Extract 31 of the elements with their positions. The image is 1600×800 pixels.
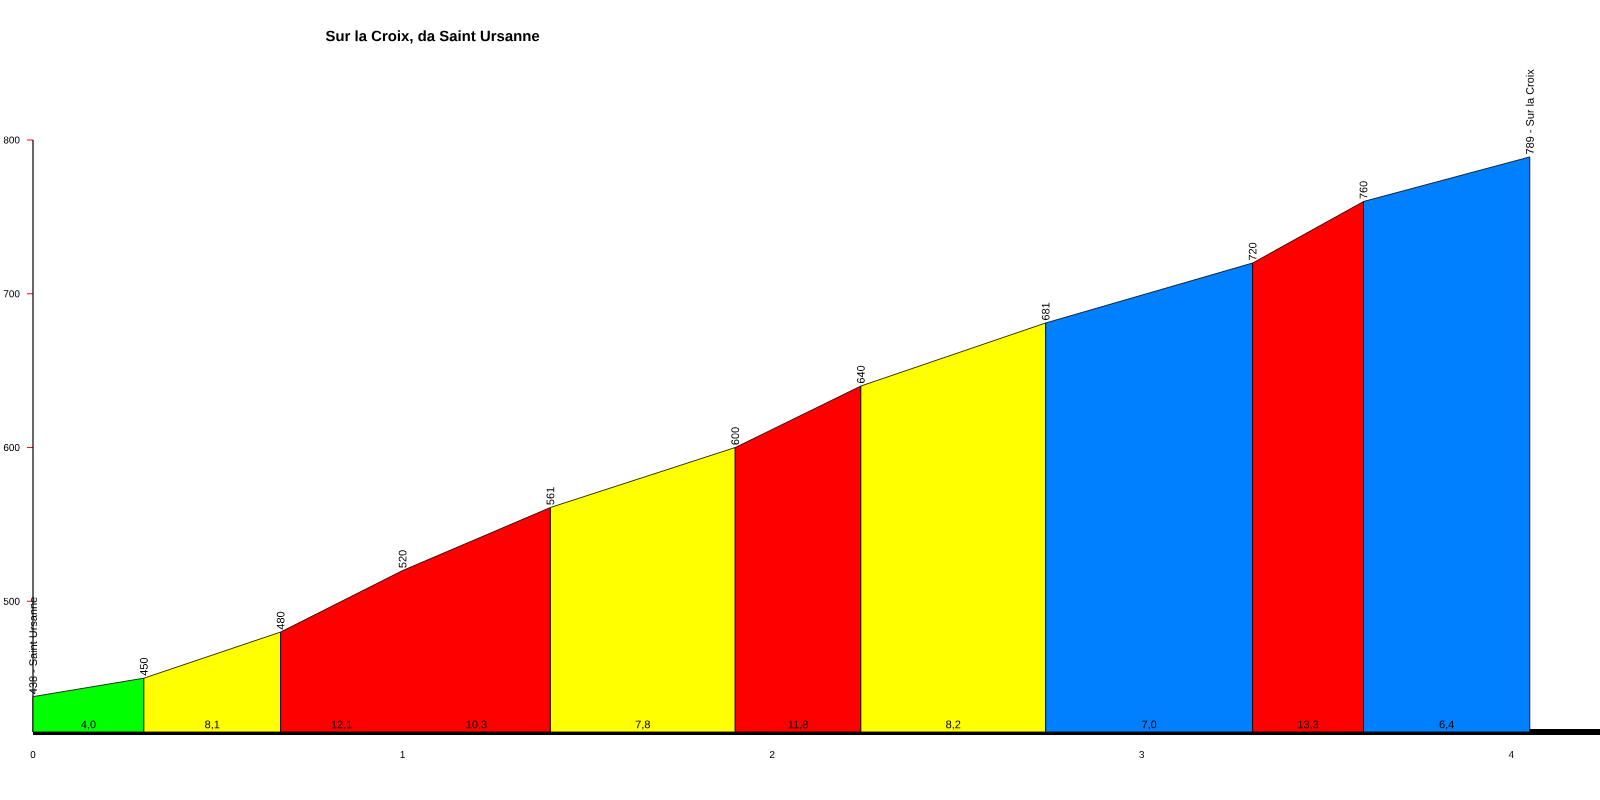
annotation: 11,8 bbox=[788, 720, 808, 730]
annotation: 789 - Sur la Croix bbox=[1525, 69, 1534, 154]
annotation: 760 bbox=[1359, 181, 1368, 199]
annotation: 12,1 bbox=[331, 720, 352, 730]
annotation: 4,0 bbox=[81, 720, 96, 730]
x-tick-label: 2 bbox=[769, 751, 775, 758]
annotation: 7,8 bbox=[635, 720, 650, 730]
x-tick-label: 3 bbox=[1139, 751, 1145, 759]
x-tick-label: 4 bbox=[1508, 751, 1514, 758]
annotation: 438 - Saint Ursanne bbox=[28, 597, 38, 694]
x-tick-label: 0 bbox=[30, 751, 36, 759]
annotation: 8,2 bbox=[946, 720, 961, 730]
y-tick-label: 600 bbox=[3, 443, 20, 452]
annotation: 520 bbox=[398, 550, 407, 568]
annotation: 10,3 bbox=[466, 720, 487, 730]
annotation: 681 bbox=[1041, 302, 1050, 321]
x-tick-label: 1 bbox=[400, 751, 405, 758]
chart-title: Sur la Croix, da Saint Ursanne bbox=[325, 30, 540, 44]
annotation: 720 bbox=[1248, 242, 1257, 261]
annotation: 8,1 bbox=[205, 720, 220, 730]
annotation: 7,0 bbox=[1142, 720, 1157, 730]
y-tick-label: 500 bbox=[3, 597, 20, 605]
y-tick-label: 700 bbox=[3, 290, 20, 298]
annotation: 600 bbox=[731, 427, 740, 445]
annotation: 13,3 bbox=[1298, 720, 1319, 730]
annotation: 6,4 bbox=[1439, 720, 1454, 730]
annotation: 561 bbox=[546, 487, 555, 505]
annotation: 450 bbox=[139, 657, 148, 676]
annotation: 480 bbox=[276, 611, 285, 630]
y-tick-label: 800 bbox=[3, 136, 20, 144]
annotation: 640 bbox=[856, 365, 865, 384]
